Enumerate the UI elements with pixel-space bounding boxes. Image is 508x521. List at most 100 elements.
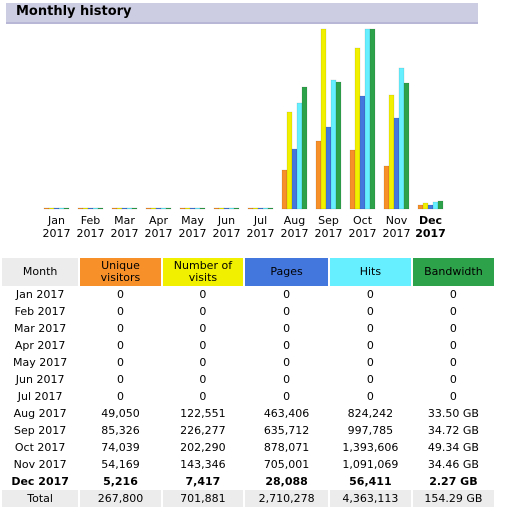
bar-hits-dec: [432, 201, 439, 210]
table-row: Nov 2017 54,169 143,346 705,001 1,091,069 34.…: [2, 456, 494, 473]
cell-month: Total: [2, 490, 79, 507]
bar-hits-feb: [92, 207, 99, 210]
cell-number-of-visits: 0: [199, 305, 207, 318]
bar-number-of-visits-apr: [150, 207, 157, 210]
monthly-history-chart: Jan2017Feb2017Mar2017Apr2017May2017Jun20…: [43, 28, 446, 240]
bar-unique-visitors-aug: [281, 169, 288, 210]
bar-bandwidth-apr: [165, 207, 172, 210]
column-header-number-of-visits: Number of visits: [162, 258, 244, 286]
cell-unique-visitors: 5,216: [103, 475, 138, 488]
cell-unique-visitors: 74,039: [101, 441, 140, 454]
bar-hits-jul: [262, 207, 269, 210]
cell-pages: 0: [283, 356, 291, 369]
cell-number-of-visits: 7,417: [185, 475, 221, 488]
cell-bandwidth: 0: [449, 322, 457, 335]
table-row: Apr 2017 0 0 0 0 0: [2, 337, 494, 354]
table-row: Jan 2017 0 0 0 0 0: [2, 286, 494, 303]
section-title: Monthly history: [16, 4, 132, 19]
cell-unique-visitors: 0: [116, 390, 124, 403]
table-total-row: Total 267,800 701,881 2,710,278 4,363,113 154…: [2, 490, 494, 507]
bar-hits-jan: [58, 207, 65, 210]
cell-month: Aug 2017: [13, 407, 67, 420]
bar-bandwidth-sep: [335, 81, 342, 210]
bar-pages-jan: [53, 207, 60, 210]
x-tick-year-aug: 2017: [281, 227, 309, 240]
table-row: Sep 2017 85,326 226,277 635,712 997,785 34.72…: [2, 422, 494, 439]
x-tick-month-mar: Mar: [114, 214, 135, 227]
x-tick-year-jun: 2017: [213, 227, 241, 240]
x-tick-year-sep: 2017: [315, 227, 343, 240]
cell-month: Mar 2017: [14, 322, 67, 335]
bar-unique-visitors-oct: [349, 149, 356, 210]
cell-month: Apr 2017: [14, 339, 66, 352]
cell-unique-visitors: 54,169: [101, 458, 140, 471]
cell-pages: 28,088: [265, 475, 308, 488]
cell-pages: 2,710,278: [245, 490, 328, 507]
bar-bandwidth-dec: [437, 200, 444, 210]
bar-pages-nov: [393, 117, 400, 210]
cell-month: Jun 2017: [15, 373, 65, 386]
cell-pages: 635,712: [263, 424, 310, 437]
x-tick-month-sep: Sep: [318, 214, 339, 227]
bar-unique-visitors-sep: [315, 140, 322, 210]
x-tick-month-aug: Aug: [284, 214, 305, 227]
bar-unique-visitors-nov: [383, 165, 390, 210]
x-tick-year-jan: 2017: [43, 227, 71, 240]
x-tick-year-oct: 2017: [349, 227, 377, 240]
table-row: Oct 2017 74,039 202,290 878,071 1,393,606 49.…: [2, 439, 494, 456]
cell-number-of-visits: 0: [199, 390, 207, 403]
x-tick-year-dec: 2017: [415, 227, 446, 240]
cell-number-of-visits: 0: [199, 339, 207, 352]
monthly-stats-table: Month Unique visitors Number of visits P…: [0, 258, 496, 507]
cell-hits: 0: [366, 322, 374, 335]
column-header-bandwidth: Bandwidth: [412, 258, 494, 286]
cell-hits: 997,785: [347, 424, 394, 437]
table-row: Aug 2017 49,050 122,551 463,406 824,242 33.50…: [2, 405, 494, 422]
cell-unique-visitors: 267,800: [80, 490, 161, 507]
x-tick-year-feb: 2017: [77, 227, 105, 240]
cell-unique-visitors: 49,050: [101, 407, 140, 420]
table-row: Jul 2017 0 0 0 0 0: [2, 388, 494, 405]
x-tick-year-may: 2017: [179, 227, 207, 240]
table-row: Dec 2017 5,216 7,417 28,088 56,411 2.27 GB: [2, 473, 494, 490]
cell-bandwidth: 33.50 GB: [427, 407, 479, 420]
cell-number-of-visits: 202,290: [180, 441, 226, 454]
cell-month: Dec 2017: [11, 475, 69, 488]
cell-hits: 4,363,113: [329, 490, 411, 507]
cell-unique-visitors: 0: [116, 356, 124, 369]
bar-bandwidth-jan: [63, 207, 70, 210]
bar-pages-feb: [87, 207, 94, 210]
cell-unique-visitors: 0: [116, 339, 124, 352]
cell-hits: 0: [366, 373, 374, 386]
table-row: May 2017 0 0 0 0 0: [2, 354, 494, 371]
cell-unique-visitors: 0: [116, 305, 124, 318]
column-header-unique-visitors: Unique visitors: [80, 258, 161, 286]
cell-hits: 0: [366, 339, 374, 352]
cell-pages: 0: [283, 373, 291, 386]
cell-hits: 0: [366, 288, 374, 301]
cell-unique-visitors: 0: [116, 288, 124, 301]
bar-number-of-visits-sep: [320, 28, 327, 210]
cell-bandwidth: 0: [449, 339, 457, 352]
x-tick-month-nov: Nov: [386, 214, 408, 227]
table-body: Jan 2017 0 0 0 0 0 Feb 2017 0 0 0 0 0 Mar 2017 0 0 0 0 0 A…: [2, 286, 494, 507]
bar-pages-jul: [257, 207, 264, 210]
cell-month: Feb 2017: [14, 305, 66, 318]
cell-month: Jul 2017: [17, 390, 63, 403]
cell-bandwidth: 154.29 GB: [412, 490, 494, 507]
column-header-month: Month: [2, 258, 79, 286]
cell-pages: 463,406: [263, 407, 310, 420]
bar-unique-visitors-dec: [417, 204, 424, 210]
bar-bandwidth-jul: [267, 207, 274, 210]
x-tick-month-jan: Jan: [47, 214, 65, 227]
bar-bandwidth-mar: [131, 207, 138, 210]
bar-pages-oct: [359, 95, 366, 210]
cell-number-of-visits: 0: [199, 288, 207, 301]
cell-pages: 878,071: [263, 441, 310, 454]
column-header-hits: Hits: [329, 258, 411, 286]
cell-bandwidth: 0: [449, 373, 457, 386]
bar-bandwidth-nov: [403, 82, 410, 210]
cell-month: Jan 2017: [15, 288, 65, 301]
bar-hits-nov: [398, 67, 405, 210]
bar-number-of-visits-oct: [354, 47, 361, 210]
